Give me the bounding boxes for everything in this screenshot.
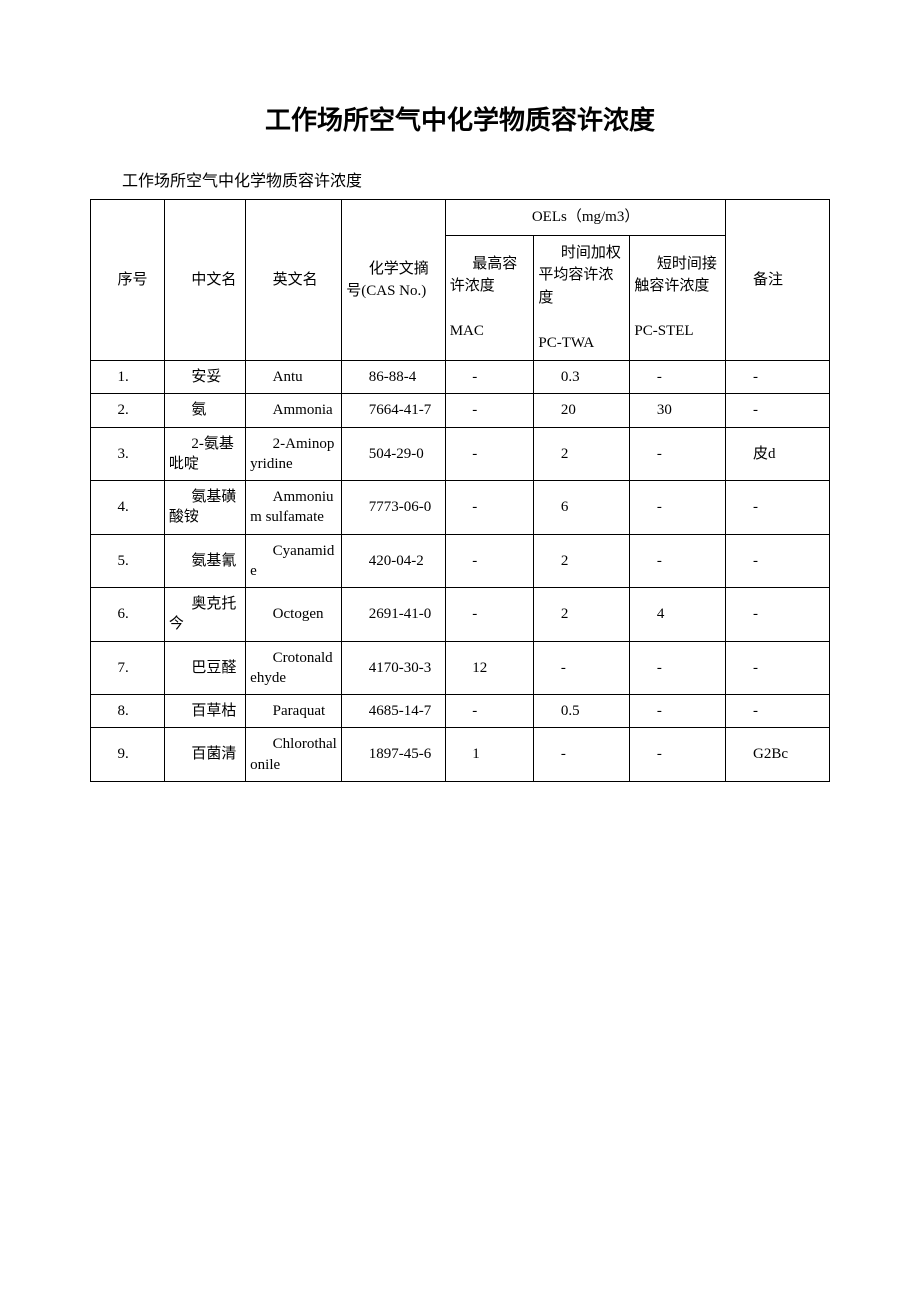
cell-en: Crotonaldehyde [246,641,342,695]
cell-cn: 2-氨基吡啶 [164,427,245,481]
mac-sub: MAC [450,323,484,339]
cell-mac: 12 [445,641,534,695]
cell-note: - [726,641,830,695]
cell-seq: 7. [91,641,165,695]
cell-mac: - [445,394,534,427]
mac-label: 最高容许浓度 [450,256,518,295]
subtitle: 工作场所空气中化学物质容许浓度 [90,167,830,191]
cell-mac: - [445,481,534,535]
th-cn: 中文名 [164,200,245,361]
cell-twa: 2 [534,427,630,481]
cell-twa: 20 [534,394,630,427]
page-title: 工作场所空气中化学物质容许浓度 [90,100,830,137]
cell-mac: - [445,427,534,481]
cell-seq: 1. [91,361,165,394]
cell-twa: - [534,728,630,782]
cell-note: - [726,695,830,728]
cell-en: Paraquat [246,695,342,728]
cell-cas: 4685-14-7 [342,695,445,728]
twa-sub: PC-TWA [538,335,594,351]
table-row: 3.2-氨基吡啶2-Aminopyridine504-29-0-2-皮d [91,427,830,481]
cell-twa: 6 [534,481,630,535]
table-row: 9.百菌清Chlorothalonile1897-45-61--G2Bc [91,728,830,782]
stel-label: 短时间接触容许浓度 [634,256,717,295]
cell-seq: 4. [91,481,165,535]
cell-cn: 巴豆醛 [164,641,245,695]
cell-stel: - [630,481,726,535]
cell-stel: - [630,361,726,394]
cell-en: Antu [246,361,342,394]
cell-stel: - [630,641,726,695]
th-seq: 序号 [91,200,165,361]
cell-cas: 1897-45-6 [342,728,445,782]
cell-stel: 30 [630,394,726,427]
cell-note: 皮d [726,427,830,481]
cell-cas: 86-88-4 [342,361,445,394]
cell-cn: 氨 [164,394,245,427]
th-stel: 短时间接触容许浓度 PC-STEL [630,235,726,361]
cell-seq: 5. [91,534,165,588]
cell-mac: - [445,588,534,642]
cell-stel: - [630,695,726,728]
table-row: 5.氨基氰Cyanamide420-04-2-2-- [91,534,830,588]
cell-note: - [726,394,830,427]
th-note: 备注 [726,200,830,361]
cell-mac: - [445,695,534,728]
cell-cn: 百草枯 [164,695,245,728]
table-row: 1.安妥Antu86-88-4-0.3-- [91,361,830,394]
cell-mac: - [445,361,534,394]
stel-sub: PC-STEL [634,323,693,339]
cell-en: Chlorothalonile [246,728,342,782]
cell-cas: 4170-30-3 [342,641,445,695]
cell-seq: 8. [91,695,165,728]
cell-stel: 4 [630,588,726,642]
cell-note: - [726,588,830,642]
cell-cas: 504-29-0 [342,427,445,481]
cell-twa: 2 [534,588,630,642]
th-twa: 时间加权平均容许浓度 PC-TWA [534,235,630,361]
cell-cas: 420-04-2 [342,534,445,588]
cell-seq: 2. [91,394,165,427]
cell-seq: 9. [91,728,165,782]
th-oels: OELs（mg/m3） [445,200,726,236]
cell-seq: 3. [91,427,165,481]
cell-note: - [726,534,830,588]
cell-stel: - [630,728,726,782]
table-row: 2.氨Ammonia7664-41-7-2030- [91,394,830,427]
table-row: 7.巴豆醛Crotonaldehyde4170-30-312--- [91,641,830,695]
th-en: 英文名 [246,200,342,361]
cell-en: Octogen [246,588,342,642]
cell-cas: 2691-41-0 [342,588,445,642]
cell-en: Ammonia [246,394,342,427]
cell-cas: 7773-06-0 [342,481,445,535]
table-row: 6.奥克托今Octogen2691-41-0-24- [91,588,830,642]
cell-cn: 百菌清 [164,728,245,782]
cell-note: - [726,361,830,394]
cell-cn: 奥克托今 [164,588,245,642]
cell-twa: - [534,641,630,695]
cell-twa: 0.5 [534,695,630,728]
cell-twa: 0.3 [534,361,630,394]
cell-note: - [726,481,830,535]
cell-en: Ammonium sulfamate [246,481,342,535]
cell-en: 2-Aminopyridine [246,427,342,481]
cell-mac: 1 [445,728,534,782]
twa-label: 时间加权平均容许浓度 [538,245,621,306]
cell-note: G2Bc [726,728,830,782]
chemical-table: 序号 中文名 英文名 化学文摘号(CAS No.) OELs（mg/m3） 备注… [90,199,830,782]
cell-cn: 氨基氰 [164,534,245,588]
cell-stel: - [630,427,726,481]
table-row: 4.氨基磺酸铵Ammonium sulfamate7773-06-0-6-- [91,481,830,535]
th-cas: 化学文摘号(CAS No.) [342,200,445,361]
cell-en: Cyanamide [246,534,342,588]
cell-seq: 6. [91,588,165,642]
cell-stel: - [630,534,726,588]
cell-cas: 7664-41-7 [342,394,445,427]
cell-cn: 氨基磺酸铵 [164,481,245,535]
table-row: 8.百草枯Paraquat4685-14-7-0.5-- [91,695,830,728]
cell-cn: 安妥 [164,361,245,394]
cell-twa: 2 [534,534,630,588]
th-mac: 最高容许浓度 MAC [445,235,534,361]
cell-mac: - [445,534,534,588]
